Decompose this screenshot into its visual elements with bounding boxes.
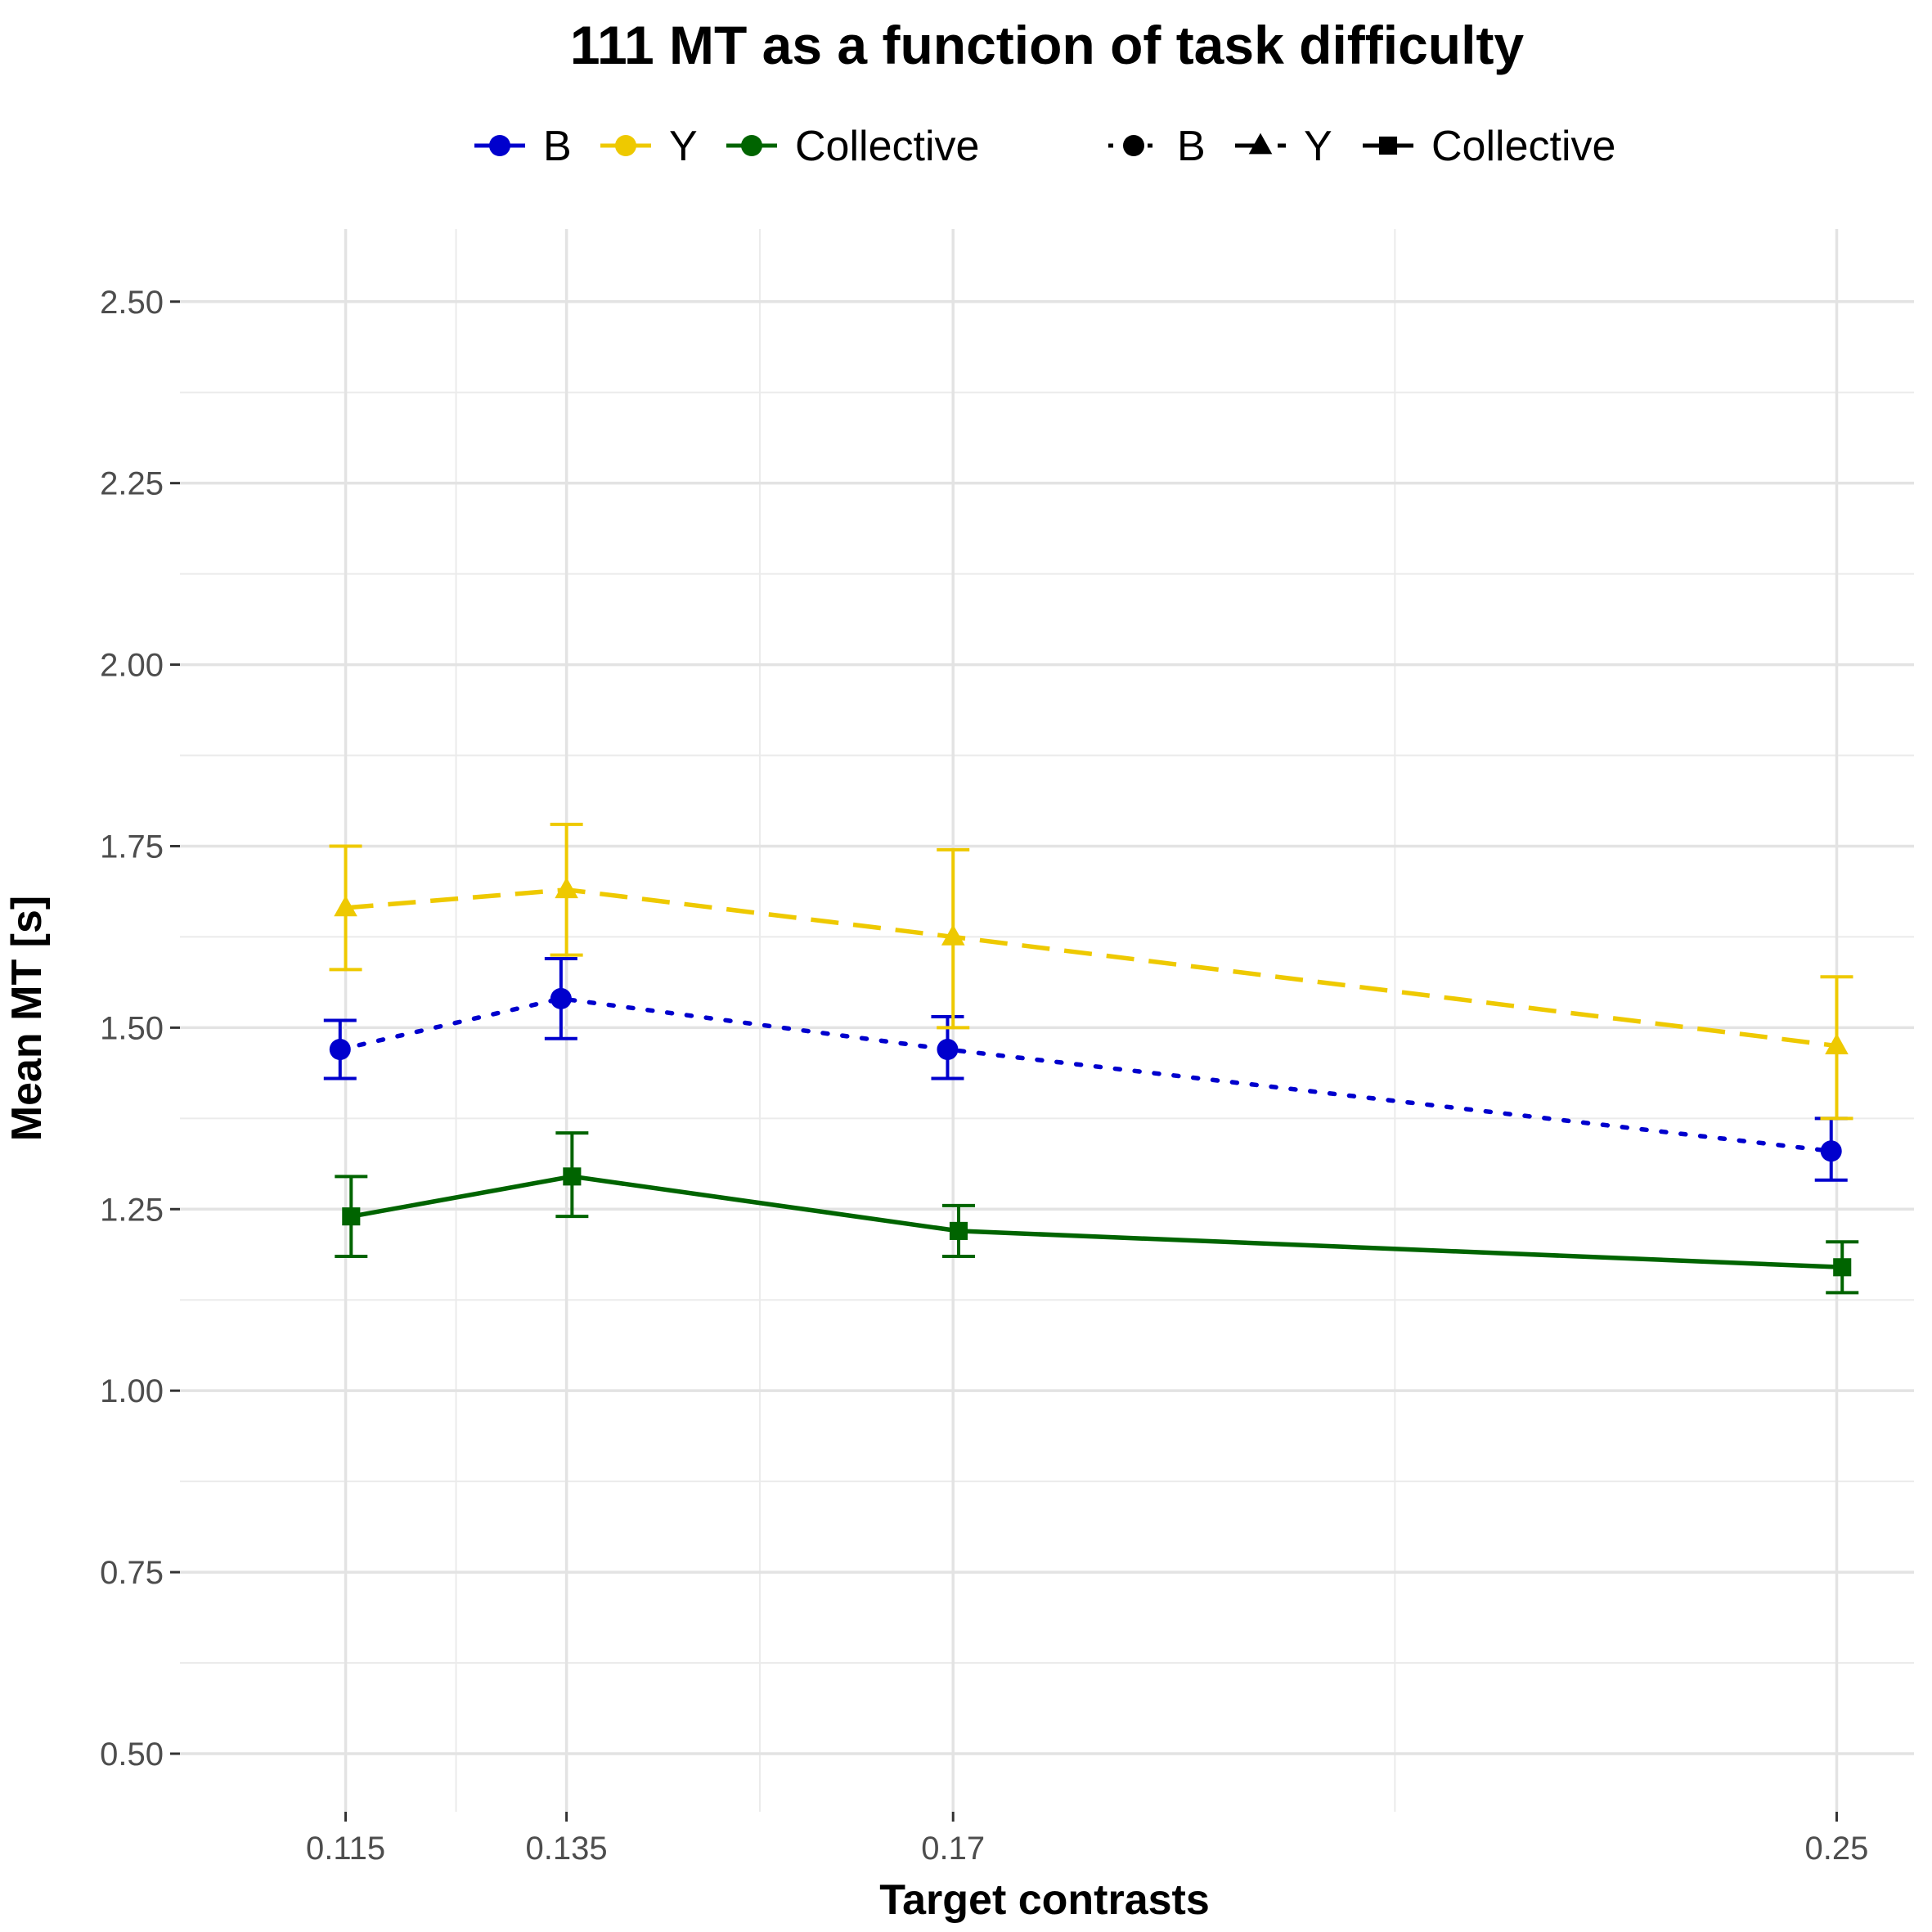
legend-item-shape: Y	[1235, 123, 1332, 170]
x-axis-title: Target contrasts	[879, 1876, 1210, 1924]
y-tick-label: 0.75	[100, 1555, 164, 1591]
legend-key-point	[1123, 135, 1144, 156]
series-line	[345, 887, 1837, 1049]
legend-item-color: B	[474, 123, 572, 170]
y-axis: 0.50 0.75 1.00 1.25 1.50 1.75 2.00 2.25 2.50	[100, 285, 180, 1772]
data-point	[949, 1221, 968, 1240]
legend-label: Y	[669, 123, 698, 170]
data-point	[937, 1039, 959, 1061]
legend-label: Collective	[1431, 123, 1615, 170]
y-tick-label: 0.50	[100, 1737, 164, 1772]
data-point	[329, 1039, 351, 1061]
series-collective	[335, 1131, 1859, 1295]
y-tick-label: 1.25	[100, 1192, 164, 1228]
y-tick-label: 1.50	[100, 1010, 164, 1046]
data-point	[334, 895, 357, 917]
x-tick-label: 0.17	[921, 1831, 985, 1867]
x-axis: 0.115 0.135 0.17 0.25	[306, 1812, 1868, 1867]
data-point	[555, 877, 578, 899]
data-point	[1833, 1258, 1852, 1277]
series-b	[323, 957, 1848, 1182]
legend-key-point	[615, 135, 636, 156]
legend-key-point	[741, 135, 762, 156]
y-axis-title: Mean MT [s]	[3, 896, 51, 1141]
x-tick-label: 0.135	[526, 1831, 608, 1867]
legend-key-point	[1248, 133, 1273, 155]
y-tick-label: 1.00	[100, 1373, 164, 1409]
y-tick-label: 1.75	[100, 829, 164, 865]
series-y	[329, 822, 1853, 1121]
legend-label: Y	[1304, 123, 1332, 170]
data-point	[1825, 1033, 1849, 1054]
legend-key-point	[1378, 136, 1398, 155]
grid	[180, 229, 1914, 1812]
series-line	[338, 996, 1834, 1154]
y-tick-label: 2.00	[100, 648, 164, 684]
data-point	[941, 924, 965, 946]
y-tick-label: 2.50	[100, 285, 164, 321]
data-point	[563, 1167, 582, 1186]
legend: B Y Collective B Y Collective	[474, 123, 1615, 170]
legend-item-color: Y	[600, 123, 698, 170]
legend-label: Collective	[795, 123, 979, 170]
legend-item-color: Collective	[726, 123, 979, 170]
legend-label: B	[1177, 123, 1206, 170]
legend-key-point	[489, 135, 510, 156]
legend-item-shape: B	[1108, 123, 1206, 170]
x-tick-label: 0.25	[1805, 1831, 1869, 1867]
legend-label: B	[543, 123, 572, 170]
data-point	[1820, 1140, 1842, 1162]
chart-title: 111 MT as a function of task difficulty	[570, 15, 1525, 75]
data-point	[342, 1207, 361, 1226]
legend-item-shape: Collective	[1363, 123, 1615, 170]
data-point	[550, 987, 572, 1009]
plot-panel	[180, 229, 1914, 1812]
x-tick-label: 0.115	[306, 1831, 385, 1867]
series-line	[350, 1174, 1843, 1270]
series-layer	[323, 822, 1859, 1295]
y-tick-label: 2.25	[100, 466, 164, 502]
